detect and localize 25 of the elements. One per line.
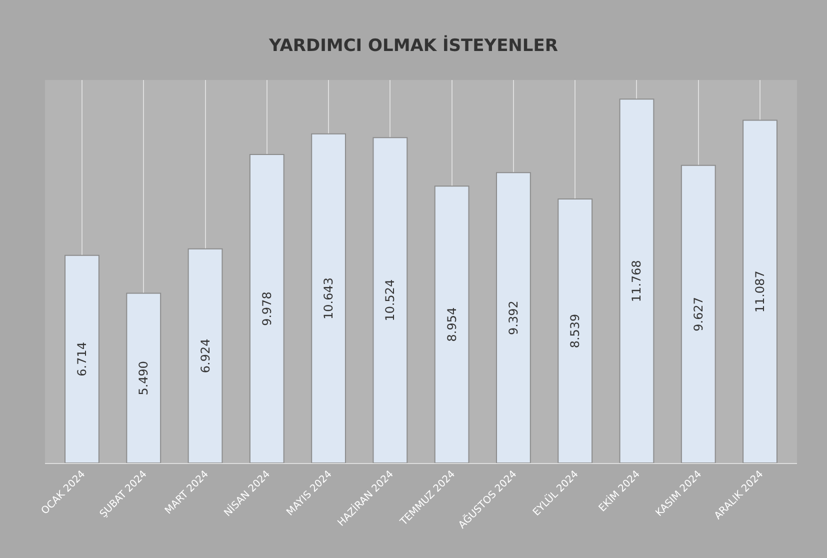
bar: [126, 292, 162, 463]
data-label: 5.490: [136, 360, 151, 396]
bar: [64, 254, 100, 463]
data-label: 6.924: [198, 338, 212, 374]
data-label: 6.714: [74, 342, 89, 376]
data-label: 11.087: [753, 270, 768, 313]
bar: [434, 186, 470, 463]
bar: [188, 248, 223, 463]
bar: [619, 98, 654, 463]
data-label: 10.643: [322, 277, 336, 320]
bar: [372, 137, 408, 463]
bar: [496, 172, 531, 463]
data-label: 9.978: [260, 292, 274, 326]
data-label: 8.539: [568, 314, 582, 348]
bar: [249, 154, 284, 463]
bar: [680, 164, 716, 463]
chart-title: YARDIMCI OLMAK İSTEYENLER: [268, 34, 558, 56]
data-label: 11.768: [630, 260, 644, 302]
bar: [558, 198, 593, 463]
data-label: 9.392: [506, 300, 520, 335]
bar: [742, 120, 778, 463]
bar: [311, 133, 346, 463]
data-label: 9.627: [691, 296, 706, 332]
data-label: 8.954: [444, 307, 459, 342]
data-label: 10.524: [383, 279, 398, 322]
